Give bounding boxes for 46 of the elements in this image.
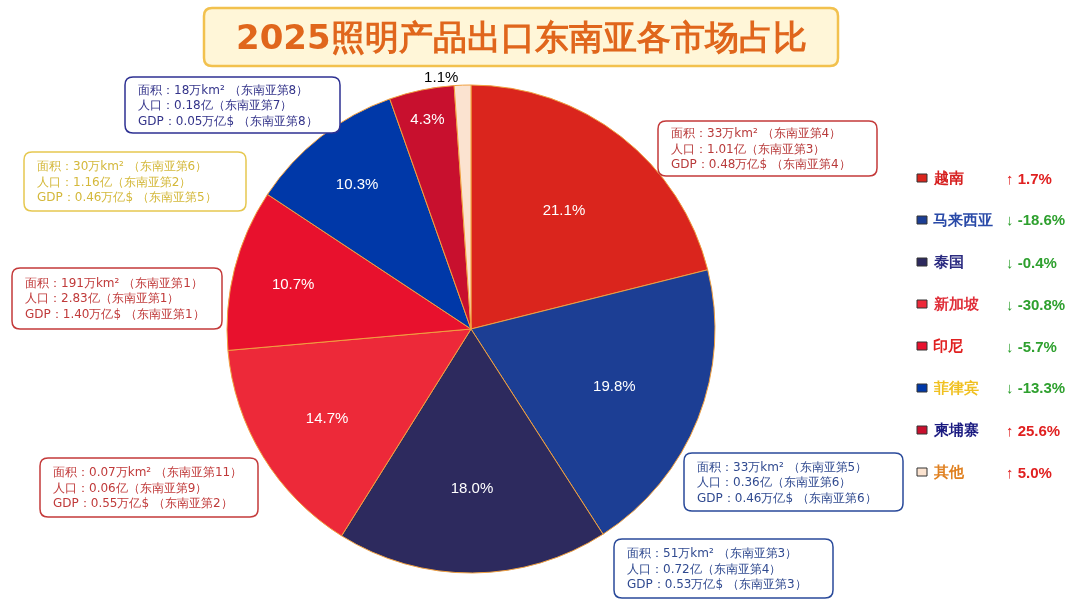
- legend-label: 马来西亚: [933, 211, 993, 229]
- legend-label: 新加坡: [933, 295, 980, 313]
- text: ↓ -18.6%: [1006, 211, 1066, 228]
- data-label: 10.3%: [335, 174, 379, 192]
- text: GDP：0.53万亿$ （东南亚第3）: [627, 577, 807, 591]
- legend-label: 泰国: [933, 253, 964, 271]
- text: 人口：1.01亿（东南亚第3）: [671, 142, 826, 156]
- data-label: 19.8%: [593, 377, 636, 395]
- text: GDP：0.48万亿$ （东南亚第4）: [671, 157, 851, 171]
- text: ↓ -30.8%: [1006, 296, 1066, 313]
- text: 面积：30万km² （东南亚第6）: [37, 159, 208, 173]
- legend-label: 越南: [933, 169, 964, 187]
- text: 面积：51万km² （东南亚第3）: [627, 546, 798, 560]
- text: 面积：18万km² （东南亚第8）: [138, 83, 309, 97]
- legend-label: 柬埔寨: [933, 421, 979, 439]
- text: 面积：191万km² （东南亚第1）: [25, 276, 203, 290]
- text: ↑ 25.6%: [1006, 422, 1061, 439]
- text: ↓ -5.7%: [1006, 338, 1057, 355]
- text: ↓ -13.3%: [1006, 379, 1066, 396]
- data-label: 21.1%: [542, 201, 586, 219]
- text: ↑ 1.7%: [1006, 170, 1052, 187]
- text: ↑ 5.0%: [1006, 464, 1052, 481]
- legend-label: 菲律宾: [933, 379, 979, 397]
- text: 人口：0.72亿（东南亚第4）: [627, 562, 782, 576]
- text: 人口：0.18亿（东南亚第7）: [138, 98, 293, 112]
- text: GDP：0.46万亿$ （东南亚第6）: [697, 491, 877, 505]
- text: 面积：0.07万km² （东南亚第11）: [53, 465, 243, 479]
- data-label: 18.0%: [450, 479, 494, 497]
- legend-label: 其他: [933, 463, 965, 481]
- text: GDP：0.05万亿$ （东南亚第8）: [138, 114, 318, 128]
- text: GDP：1.40万亿$ （东南亚第1）: [25, 307, 205, 321]
- legend-label: 印尼: [933, 337, 963, 355]
- text: 人口：2.83亿（东南亚第1）: [25, 291, 180, 305]
- text: GDP：0.46万亿$ （东南亚第5）: [37, 190, 217, 204]
- text: 人口：0.06亿（东南亚第9）: [53, 481, 208, 495]
- text: GDP：0.55万亿$ （东南亚第2）: [53, 496, 233, 510]
- chart-title: 2025照明产品出口东南亚各市场占比: [236, 17, 807, 57]
- text: ↓ -0.4%: [1006, 254, 1057, 271]
- data-label: 4.3%: [410, 109, 445, 127]
- data-label: 1.1%: [424, 68, 459, 86]
- data-label: 14.7%: [305, 408, 349, 426]
- text: 面积：33万km² （东南亚第4）: [671, 126, 842, 140]
- data-label: 10.7%: [271, 275, 315, 293]
- text: 面积：33万km² （东南亚第5）: [697, 460, 868, 474]
- text: 人口：0.36亿（东南亚第6）: [697, 475, 852, 489]
- text: 人口：1.16亿（东南亚第2）: [37, 175, 192, 189]
